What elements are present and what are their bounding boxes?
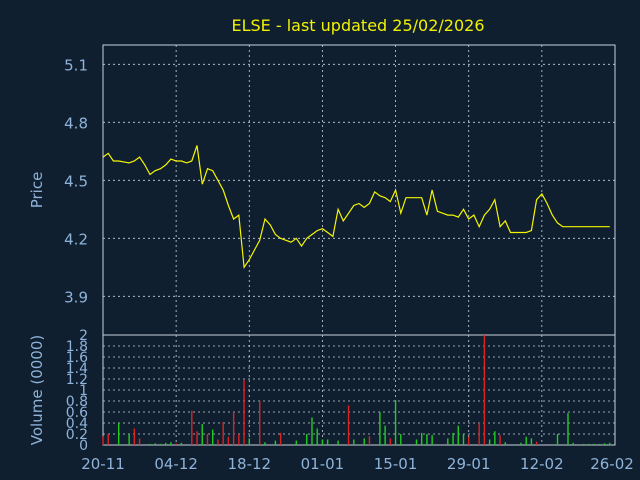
volume-y-tick-label: 1.2	[66, 372, 88, 388]
price-y-tick-label: 3.9	[64, 288, 88, 306]
x-tick-label: 18-12	[227, 455, 271, 473]
price-y-tick-label: 4.2	[64, 230, 88, 248]
x-tick-label: 12-02	[520, 455, 564, 473]
volume-y-tick-label: 0.2	[66, 427, 88, 443]
price-y-tick-label: 4.8	[64, 114, 88, 132]
volume-y-tick-label: 1.4	[66, 361, 88, 377]
volume-y-tick-label: 0.6	[66, 405, 88, 421]
price-panel: 3.9 4.2 4.5 4.8 5.1 Price	[28, 44, 616, 336]
x-tick-label: 15-01	[374, 455, 418, 473]
price-frame	[102, 44, 616, 336]
x-tick-label: 20-11	[81, 455, 125, 473]
price-y-tick-label: 4.5	[64, 172, 88, 190]
x-tick-label: 29-01	[447, 455, 491, 473]
volume-y-tick-label: 2	[79, 328, 88, 344]
x-axis: 20-11 04-12 18-12 01-01 15-01 29-01 12-02 26-02	[81, 455, 634, 473]
price-y-tick-label: 5.1	[64, 56, 88, 74]
volume-panel: 00.20.40.60.811.21.41.61.82 Volume (0000)	[28, 328, 616, 454]
volume-y-tick-label: 1	[79, 383, 88, 399]
chart-title: ELSE - last updated 25/02/2026	[231, 16, 484, 35]
x-tick-label: 26-02	[590, 455, 634, 473]
price-axis-label: Price	[28, 172, 46, 209]
volume-axis-label: Volume (0000)	[28, 335, 46, 445]
x-tick-label: 04-12	[154, 455, 198, 473]
price-series-line	[102, 145, 610, 270]
volume-y-tick-label: 1.6	[66, 350, 88, 366]
volume-y-tick-label: 0.8	[66, 394, 88, 410]
volume-y-tick-label: 0.4	[66, 416, 88, 432]
volume-y-tick-label: 0	[79, 438, 88, 454]
x-tick-label: 01-01	[301, 455, 345, 473]
volume-y-tick-label: 1.8	[66, 339, 88, 355]
